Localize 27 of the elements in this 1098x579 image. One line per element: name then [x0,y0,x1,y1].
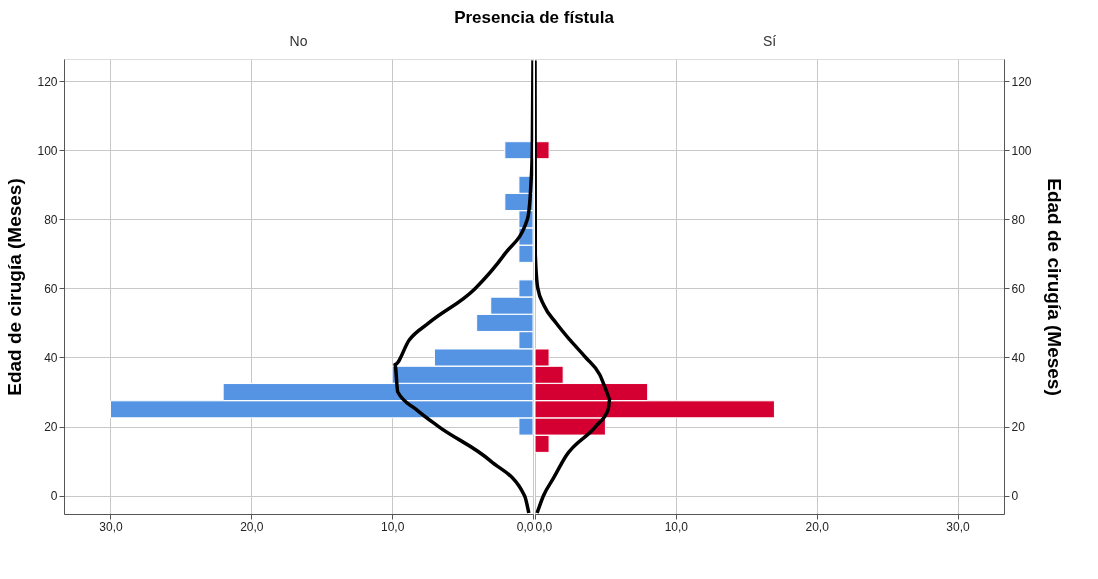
x-tick-label: 30,0 [946,519,971,534]
y-tick-label: 100 [1011,143,1032,158]
x-tick-label: 30,0 [99,519,123,534]
chart-title: Sí [762,33,777,49]
x-tick-label: 0,0 [535,519,553,534]
y-tick-label: 60 [1011,281,1026,296]
y-tick-label: 100 [37,143,58,158]
y-tick-label: 40 [1011,351,1026,365]
y-tick-label: 20 [1011,420,1026,435]
x-tick-label: 20,0 [240,519,264,534]
y-tick-label: 20 [44,420,58,435]
x-tick-label: 10,0 [664,519,689,534]
y-tick-label: 80 [1011,212,1026,227]
y-tick-label: 120 [37,74,58,89]
y-tick-label: 60 [44,281,58,296]
chart-title: No [289,33,308,49]
text: Presencia de fístula [454,7,615,27]
y-tick-label: 80 [44,212,58,227]
y-tick-label: 0 [50,489,58,504]
x-tick-label: 0,0 [516,519,534,534]
x-tick-label: 10,0 [380,519,405,534]
x-tick-label: 20,0 [805,519,830,534]
y-axis-title: Edad de cirugía (Meses) [4,178,26,396]
y-tick-label: 40 [44,351,58,365]
y-tick-label: 0 [1011,489,1019,504]
y-tick-label: 120 [1011,74,1032,89]
y-axis-title: Edad de cirugía (Meses) [1043,178,1065,396]
